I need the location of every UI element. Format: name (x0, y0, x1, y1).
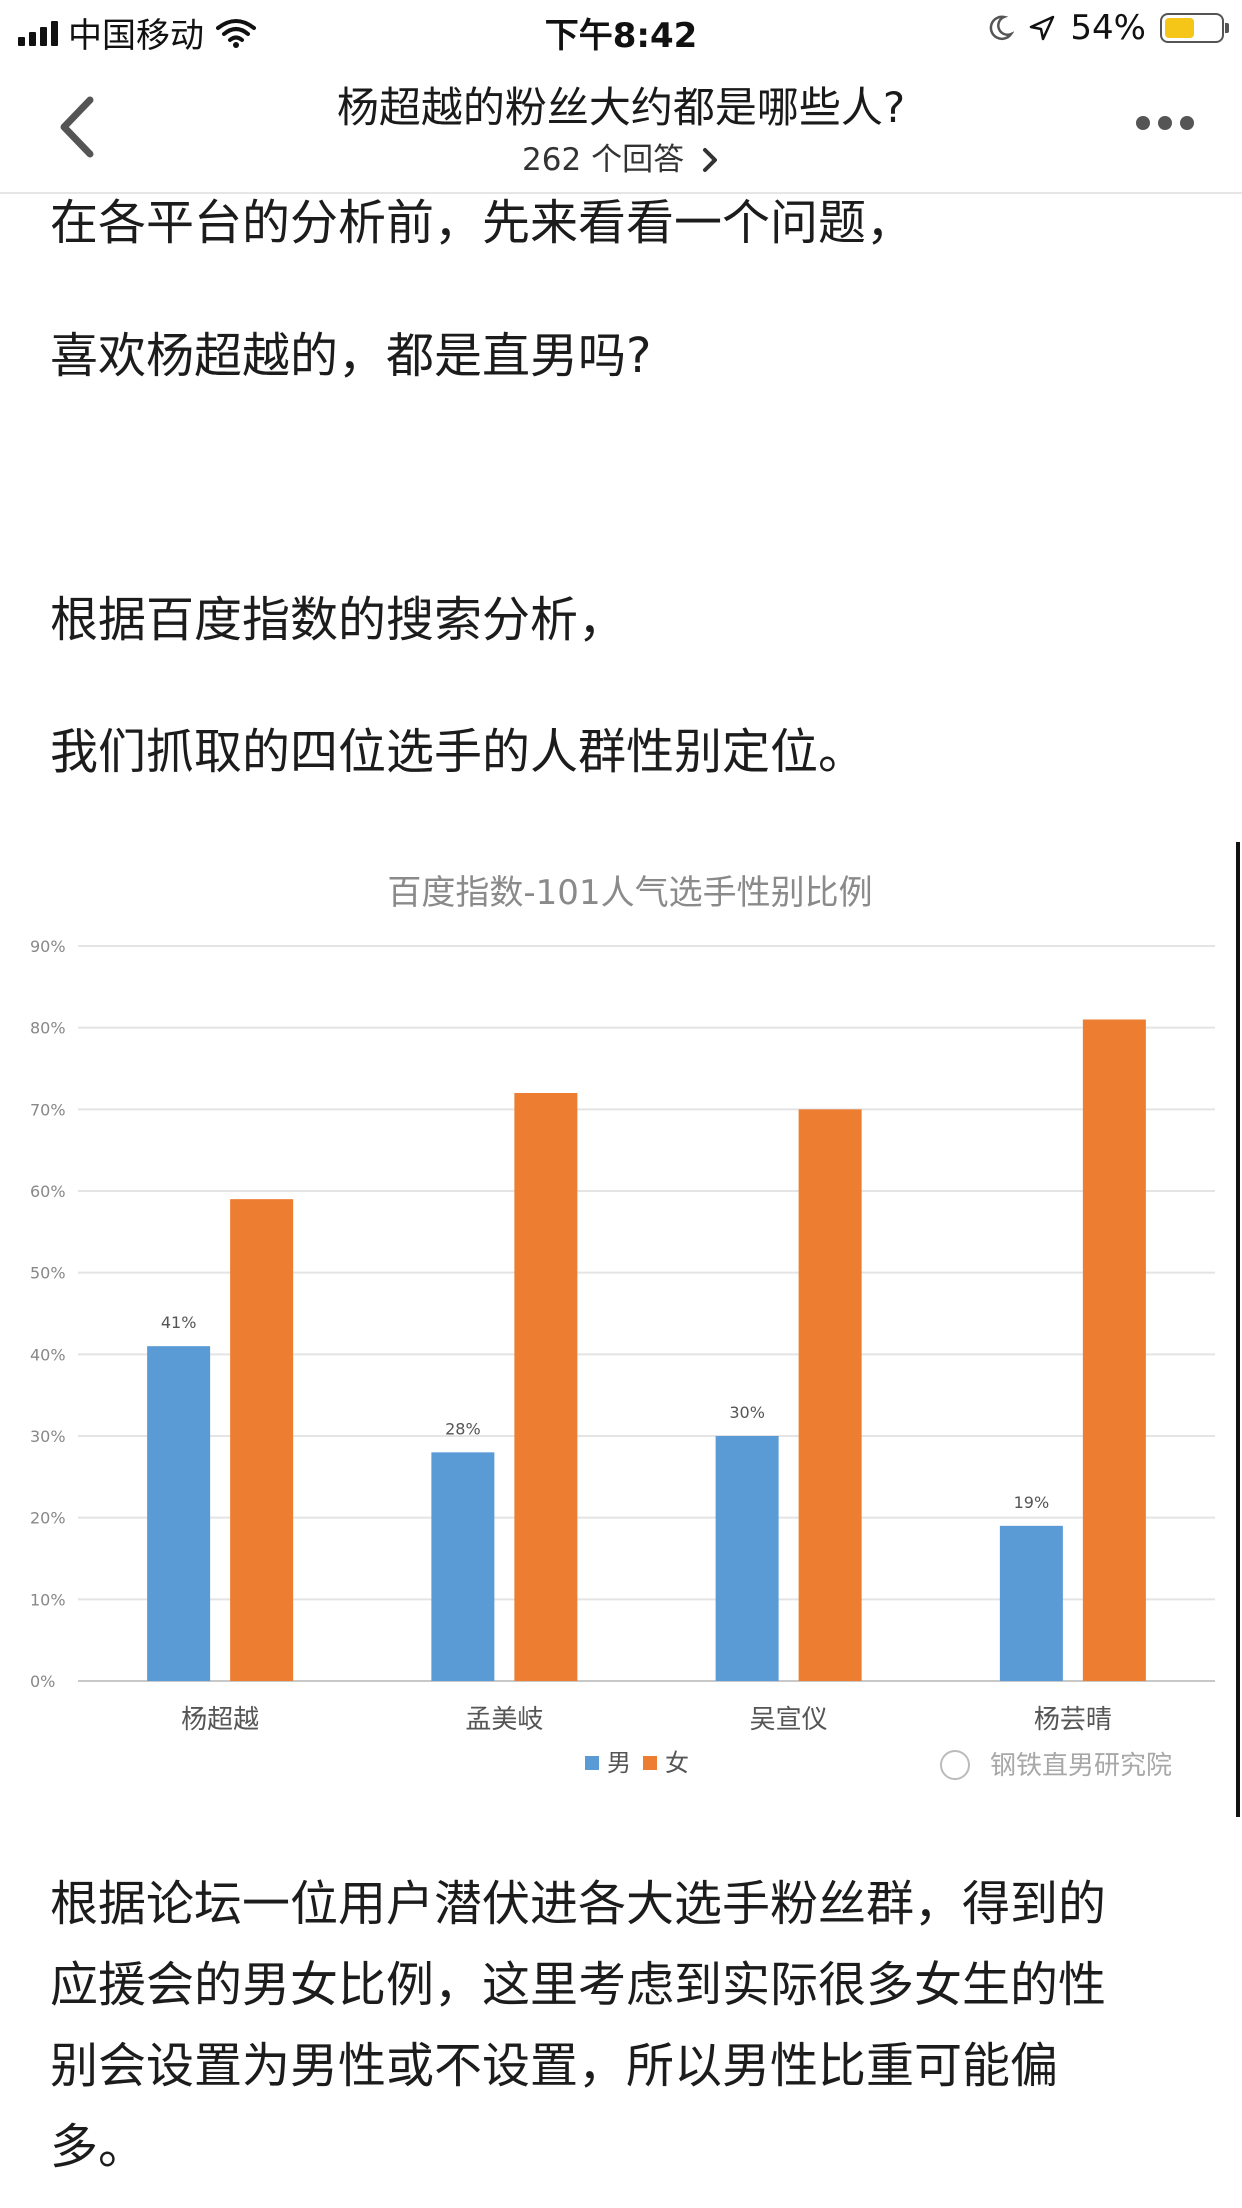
data-label: 19% (1014, 1493, 1050, 1512)
bar-male (715, 1436, 779, 1681)
y-tick-label: 50% (30, 1264, 66, 1283)
legend-label: 女 (665, 1749, 689, 1777)
chart-title: 百度指数-101人气选手性别比例 (387, 873, 872, 913)
gender-ratio-chart: 百度指数-101人气选手性别比例 0% 10% 20% 30% 40% 50% 60% 70% 8… (0, 836, 1242, 1820)
answers-count: 262 个回答 (522, 142, 685, 178)
x-category-label: 杨超越 (181, 1705, 259, 1735)
question-title[interactable]: 杨超越的粉丝大约都是哪些人? (336, 83, 906, 132)
y-tick-label: 80% (30, 1019, 66, 1038)
scroll-edge-line (1236, 842, 1240, 1817)
chevron-right-icon (702, 148, 717, 172)
bar-female (230, 1199, 294, 1681)
data-label: 30% (729, 1403, 765, 1422)
article-paragraph: 喜欢杨超越的，都是直男吗? (50, 328, 652, 384)
paragraph-line: 别会设置为男性或不设置，所以男性比重可能偏 (50, 2038, 1059, 2094)
battery-icon (1160, 13, 1229, 43)
carrier-name: 中国移动 (68, 16, 204, 56)
article-paragraph: 我们抓取的四位选手的人群性别定位。 (50, 724, 867, 780)
article-paragraph: 根据百度指数的搜索分析， (50, 592, 627, 648)
bar-female (514, 1093, 578, 1681)
legend-label: 男 (607, 1749, 631, 1777)
location-arrow-icon (1030, 15, 1055, 41)
y-tick-label: 20% (30, 1509, 66, 1528)
y-tick-label: 90% (30, 937, 66, 956)
signal-icon (18, 20, 58, 46)
y-tick-label: 60% (30, 1182, 66, 1201)
bar-male (431, 1452, 495, 1681)
y-tick-label: 40% (30, 1345, 66, 1364)
paragraph-line: 根据论坛一位用户潜伏进各大选手粉丝群，得到的 (50, 1876, 1107, 1932)
more-dots-icon[interactable] (1136, 116, 1194, 130)
x-category-label: 孟美岐 (465, 1705, 543, 1735)
moon-icon (990, 15, 1015, 41)
watermark-text: 钢铁直男研究院 (990, 1751, 1172, 1781)
article-paragraph-fan-groups: 根据论坛一位用户潜伏进各大选手粉丝群，得到的 应援会的男女比例，这里考虑到实际很… (50, 1864, 1200, 2188)
nav-bar: 杨超越的粉丝大约都是哪些人? 262 个回答 (0, 62, 1242, 194)
y-tick-label: 0% (30, 1672, 55, 1691)
x-category-label: 杨芸晴 (1034, 1705, 1112, 1735)
legend-swatch (643, 1756, 657, 1770)
x-category-label: 吴宣仪 (750, 1705, 828, 1735)
y-tick-label: 70% (30, 1100, 66, 1119)
back-chevron-icon[interactable] (50, 92, 110, 162)
paragraph-line: 多。 (50, 2119, 147, 2175)
wifi-icon (216, 18, 256, 48)
legend-swatch (585, 1756, 599, 1770)
y-tick-label: 10% (30, 1590, 66, 1609)
data-label: 28% (445, 1419, 481, 1438)
battery-percent: 54% (1070, 8, 1146, 48)
status-bar: 中国移动 下午8:42 54% (0, 0, 1242, 62)
bar-male (147, 1346, 211, 1681)
data-label: 41% (161, 1313, 197, 1332)
bar-female (798, 1109, 862, 1681)
answers-count-link[interactable]: 262 个回答 (0, 134, 1242, 179)
article-paragraph: 在各平台的分析前，先来看看一个问题， (50, 195, 915, 251)
bar-female (1082, 1019, 1146, 1681)
bar-male (999, 1525, 1063, 1681)
paragraph-line: 应援会的男女比例，这里考虑到实际很多女生的性 (50, 1957, 1107, 2013)
status-time: 下午8:42 (544, 16, 698, 56)
watermark-logo-icon (940, 1750, 970, 1780)
y-tick-label: 30% (30, 1427, 66, 1446)
